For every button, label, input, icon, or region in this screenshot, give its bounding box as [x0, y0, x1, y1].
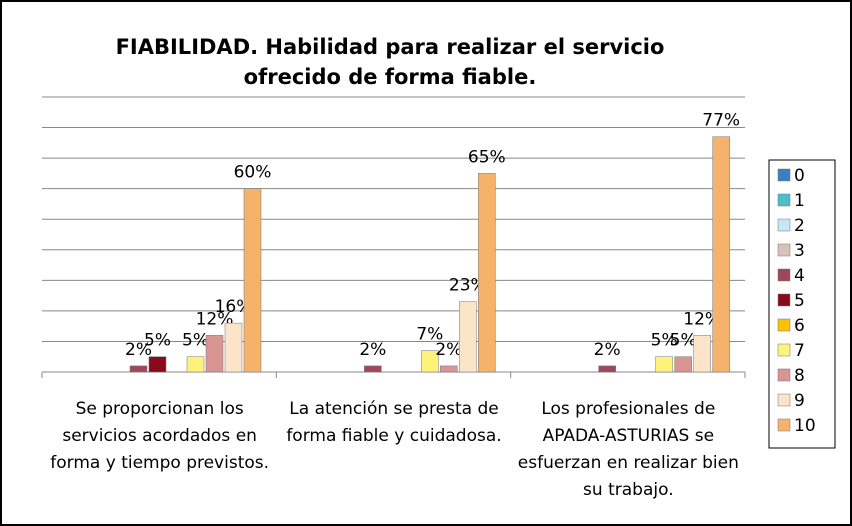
bar — [598, 365, 616, 373]
x-tick-label: Los profesionales de APADA-ASTURIAS se e… — [517, 399, 739, 500]
data-label: 16% — [215, 297, 253, 317]
bar — [674, 356, 692, 373]
data-label: 23% — [449, 276, 487, 296]
bar — [712, 136, 730, 373]
bar — [478, 173, 496, 373]
data-label: 5% — [670, 331, 697, 351]
data-label: 2% — [359, 340, 386, 360]
legend-swatch — [777, 218, 791, 232]
bar — [421, 350, 439, 373]
bar — [440, 365, 458, 373]
data-label: 7% — [416, 325, 443, 345]
bar — [655, 356, 673, 373]
data-label: 65% — [468, 147, 506, 167]
data-label: 5% — [651, 331, 678, 351]
legend-label: 8 — [794, 366, 805, 386]
bar — [693, 335, 711, 373]
legend-swatch — [777, 318, 791, 332]
legend-label: 10 — [794, 416, 816, 436]
data-label: 12% — [196, 309, 234, 329]
legend-label: 4 — [794, 266, 805, 286]
bar — [364, 365, 382, 373]
bar — [148, 356, 167, 373]
legend-swatch — [777, 293, 791, 307]
chart-title: FIABILIDAD. Habilidad para realizar el s… — [115, 35, 665, 89]
bar — [205, 335, 224, 373]
legend-swatch — [777, 368, 791, 382]
data-label: 5% — [182, 331, 209, 351]
data-label: 2% — [594, 340, 621, 360]
legend-label: 5 — [794, 291, 805, 311]
bar — [129, 365, 148, 373]
data-label: 2% — [125, 340, 152, 360]
legend-label: 3 — [794, 241, 805, 261]
legend-label: 0 — [794, 166, 805, 186]
legend-swatch — [777, 418, 791, 432]
bar — [224, 322, 243, 373]
bar — [186, 356, 205, 373]
bar — [243, 188, 262, 373]
data-label: 5% — [144, 331, 171, 351]
data-label: 2% — [435, 340, 462, 360]
legend-label: 7 — [794, 341, 805, 361]
legend-swatch — [777, 193, 791, 207]
legend-label: 6 — [794, 316, 805, 336]
legend-label: 2 — [794, 216, 805, 236]
legend-swatch — [777, 343, 791, 357]
data-label: 77% — [702, 111, 740, 131]
legend-swatch — [777, 243, 791, 257]
legend-label: 1 — [794, 191, 805, 211]
bar — [459, 301, 477, 373]
data-label: 60% — [234, 163, 272, 183]
legend-label: 9 — [794, 391, 805, 411]
x-tick-label: La atención se presta de forma fiable y … — [286, 399, 502, 446]
legend-swatch — [777, 393, 791, 407]
legend-swatch — [777, 268, 791, 282]
legend-swatch — [777, 168, 791, 182]
x-tick-label: Se proporcionan los servicios acordados … — [50, 399, 270, 473]
data-label: 12% — [683, 309, 721, 329]
